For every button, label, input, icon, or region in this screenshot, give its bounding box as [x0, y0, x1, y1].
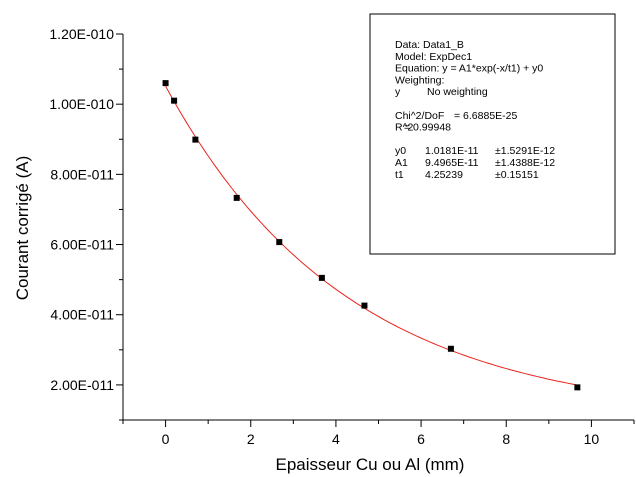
x-tick-label: 8: [502, 431, 510, 447]
fit-results-key: Chi^2/DoF: [395, 110, 444, 122]
fit-results-key: R^2: [395, 122, 414, 134]
fit-results-key: A1: [395, 157, 408, 169]
data-point: [171, 97, 178, 104]
data-point: [447, 345, 454, 352]
fit-results-line: Equation: y = A1*exp(-x/t1) + y0: [395, 63, 543, 75]
fit-results-line: Data: Data1_B: [395, 39, 464, 51]
axes: 0 2 4 6 8 10 2.00E-011 4.00E-011 6.00E-011 8.00E-…: [49, 26, 635, 447]
y-tick-label: 2.00E-011: [50, 377, 114, 393]
fit-curve: [165, 85, 578, 386]
fit-results-error: ±1.4388E-12: [495, 157, 555, 169]
data-point: [574, 384, 581, 391]
data-points: [162, 80, 581, 391]
fit-results-value: = 6.6885E-25: [454, 110, 518, 122]
fit-results-line: Model: ExpDec1: [395, 51, 472, 63]
fit-results-value: No weighting: [427, 86, 488, 98]
x-axis-title: Epaisseur Cu ou Al (mm): [276, 455, 465, 474]
fit-results-key: y: [395, 86, 401, 98]
data-point: [233, 194, 240, 201]
fit-results-line: Weighting:: [395, 74, 444, 86]
fit-results-error: ±0.15151: [495, 169, 539, 181]
y-axis-title: Courant corrigé (A): [13, 156, 32, 301]
fit-results-value: 4.25239: [425, 169, 463, 181]
data-point: [192, 136, 199, 143]
fit-results-value: 1.0181E-11: [425, 145, 479, 157]
fit-results-key: t1: [395, 169, 404, 181]
data-point: [361, 302, 368, 309]
x-tick-label: 4: [332, 431, 340, 447]
fit-results-value: = 0.99948: [404, 122, 451, 134]
fit-results-key: y0: [395, 145, 406, 157]
fit-curve-group: [165, 85, 578, 386]
data-point: [318, 274, 325, 281]
fit-results-frame: [369, 13, 616, 255]
y-tick-label: 4.00E-011: [50, 307, 114, 323]
y-tick-label: 6.00E-011: [50, 237, 114, 253]
x-tick-label: 2: [247, 431, 255, 447]
y-tick-label: 8.00E-011: [50, 166, 114, 182]
y-tick-label: 1.00E-010: [49, 96, 114, 112]
data-point: [276, 239, 283, 246]
x-tick-label: 10: [584, 431, 600, 447]
y-tick-label: 1.20E-010: [49, 26, 114, 42]
fit-results-value: 9.4965E-11: [425, 157, 479, 169]
x-tick-label: 6: [417, 431, 425, 447]
fit-results-error: ±1.5291E-12: [495, 145, 555, 157]
x-tick-label: 0: [162, 431, 170, 447]
data-point: [162, 80, 169, 87]
